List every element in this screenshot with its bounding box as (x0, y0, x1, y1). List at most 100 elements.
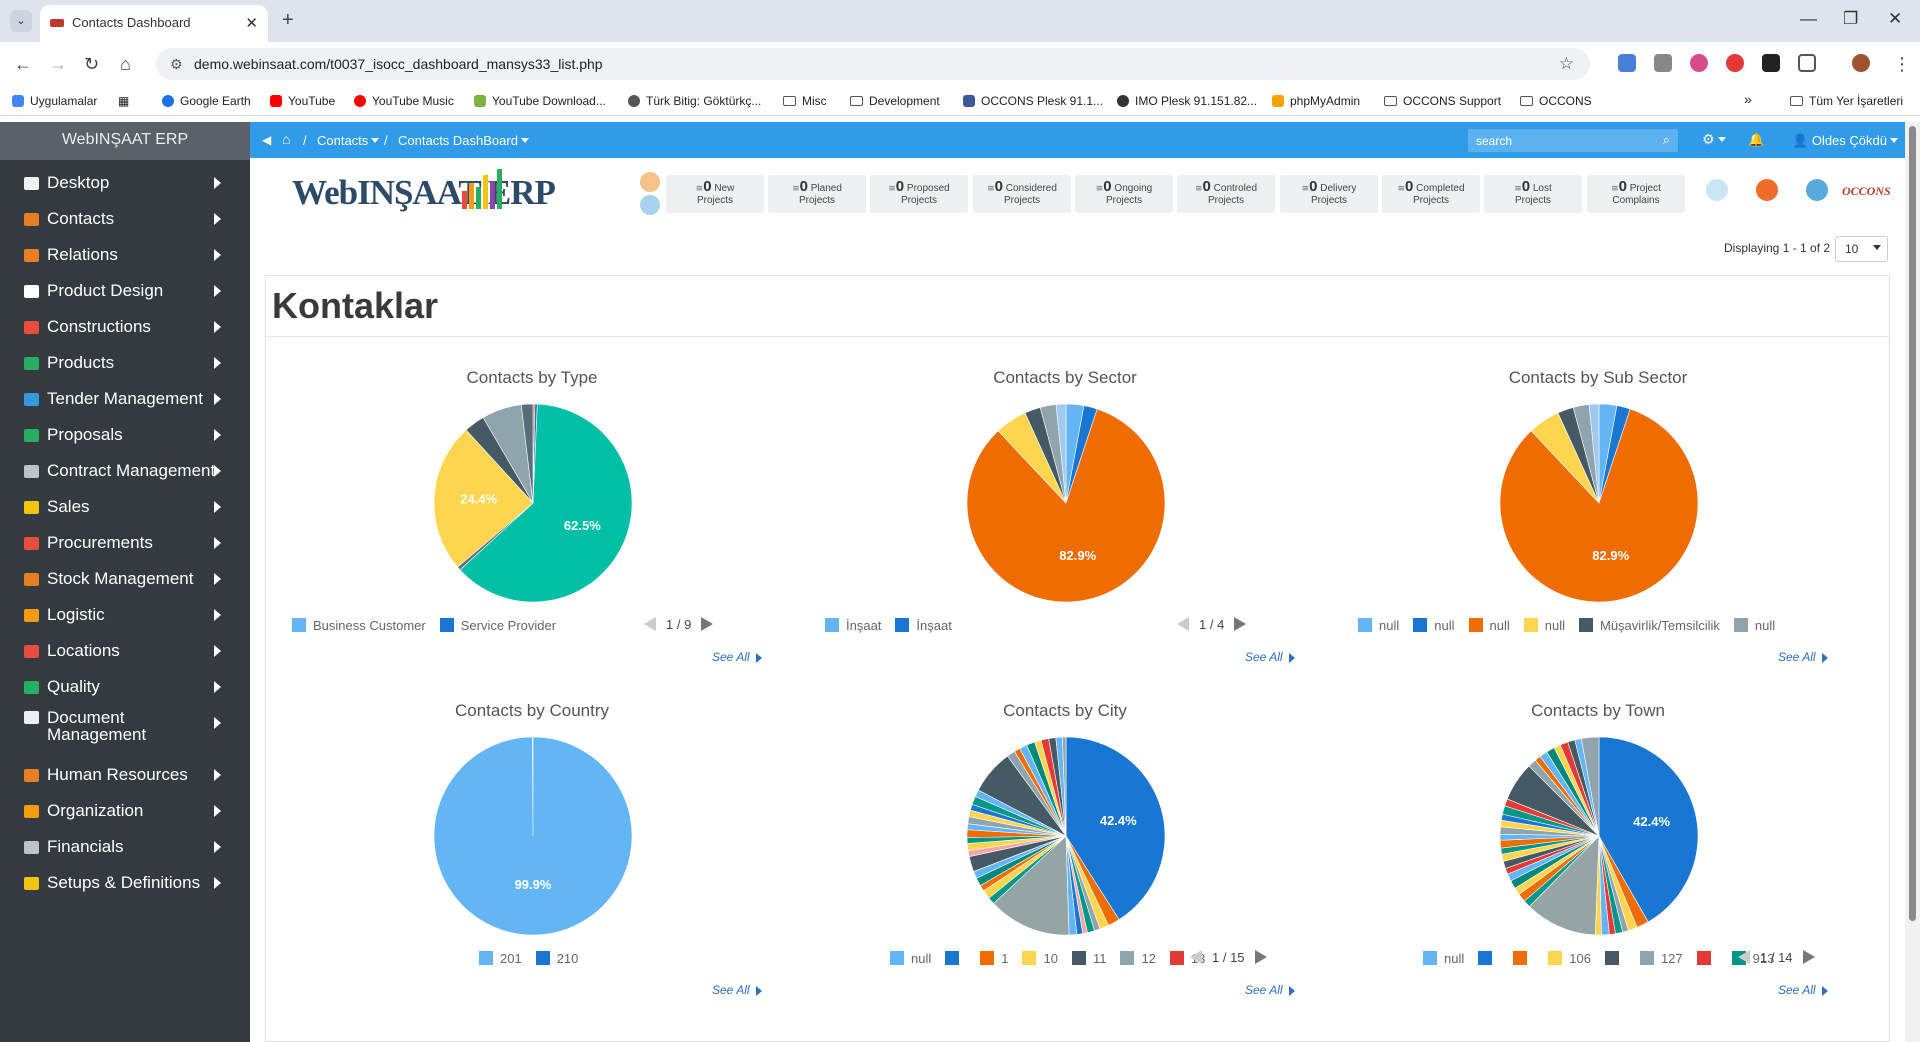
pie-chart[interactable]: 82.9% (1498, 402, 1700, 604)
help-icon[interactable] (1806, 179, 1828, 201)
record-extension-icon[interactable] (1726, 54, 1744, 72)
legend-item[interactable]: null (1413, 618, 1455, 633)
legend-item[interactable]: 106 (1548, 951, 1591, 966)
home-breadcrumb-icon[interactable]: ⌂ (282, 131, 291, 147)
legend-item[interactable]: 1 (980, 951, 1008, 966)
legend-item[interactable] (1696, 951, 1718, 966)
stat-controled-projects[interactable]: ≅0 Controled Projects (1177, 175, 1275, 213)
stat-ongoing-projects[interactable]: ≅0 Ongoing Projects (1075, 175, 1173, 213)
bookmark-youtube[interactable]: YouTube (270, 94, 335, 108)
legend-item[interactable]: 11 (1071, 951, 1106, 966)
pie-slice[interactable] (532, 736, 534, 837)
legend-item[interactable]: Service Provider (439, 618, 556, 633)
prev-page-icon[interactable] (1738, 950, 1750, 964)
page-scrollbar[interactable] (1905, 122, 1920, 1042)
browser-menu-icon[interactable]: ⋮ (1893, 54, 1911, 74)
stat-completed-projects[interactable]: ≅0 Completed Projects (1382, 175, 1480, 213)
reload-icon[interactable]: ↻ (84, 54, 100, 74)
pie-slice[interactable] (1055, 403, 1067, 504)
pie-slice[interactable] (1598, 736, 1699, 923)
legend-item[interactable]: 127 (1639, 951, 1683, 966)
pie-chart[interactable]: 99.9% (432, 735, 634, 937)
bookmarks-more[interactable]: » (1744, 91, 1752, 107)
sidebar-item-contacts[interactable]: Contacts (0, 201, 250, 237)
user-menu[interactable]: 👤 Oldes Çökdü (1792, 133, 1898, 149)
extensions-puzzle-icon[interactable] (1798, 54, 1816, 72)
sidebar-item-product-design[interactable]: Product Design (0, 273, 250, 309)
back-icon[interactable]: ← (14, 54, 32, 74)
legend-item[interactable]: null (1423, 951, 1464, 966)
sidebar-item-relations[interactable]: Relations (0, 237, 250, 273)
legend-item[interactable]: 12 (1120, 951, 1156, 966)
sidebar-brand[interactable]: WebINŞAAT ERP (0, 122, 250, 160)
info-status-icon[interactable] (640, 195, 660, 215)
bookmark-development[interactable]: Development (850, 94, 940, 108)
next-page-icon[interactable] (1254, 950, 1267, 964)
sidebar-item-quality[interactable]: Quality (0, 669, 250, 705)
url-field[interactable]: ⚙ demo.webinsaat.com/t0037_isocc_dashboa… (156, 48, 1590, 80)
sidebar-item-locations[interactable]: Locations (0, 633, 250, 669)
bookmark-phpmyadmin[interactable]: phpMyAdmin (1272, 94, 1360, 108)
recycle-extension-icon[interactable] (1654, 54, 1672, 72)
legend-item[interactable]: 210 (535, 951, 578, 966)
legend-item[interactable] (1513, 951, 1534, 966)
forward-icon[interactable]: → (49, 54, 67, 74)
stat-delivery-projects[interactable]: ≅0 Delivery Projects (1280, 175, 1378, 213)
search-icon[interactable]: ⌕ (1662, 132, 1670, 147)
pie-chart[interactable]: 82.9% (965, 402, 1167, 604)
see-all-link[interactable]: See All (1778, 650, 1828, 664)
notification-bell-icon[interactable]: 🔔 (1748, 132, 1765, 147)
search-input[interactable]: search ⌕ (1468, 129, 1678, 152)
pie-slice[interactable] (1065, 736, 1166, 921)
bookmark-misc[interactable]: Misc (783, 94, 827, 108)
pie-slice[interactable] (1588, 403, 1600, 504)
stat-planed-projects[interactable]: ≅0 Planed Projects (768, 175, 866, 213)
restore-icon[interactable]: ❐ (1843, 9, 1859, 28)
sidebar-item-organization[interactable]: Organization (0, 793, 250, 829)
bookmark-occons-plesk[interactable]: OCCONS Plesk 91.1... (963, 94, 1103, 108)
legend-item[interactable]: Müşavirlik/Temsilcilik (1579, 618, 1720, 633)
sidebar-item-human-resources[interactable]: Human Resources (0, 757, 250, 793)
settings-gear-icon[interactable]: ⚙ (1702, 131, 1726, 148)
sidebar-item-document-management[interactable]: Document Management (0, 705, 250, 757)
home-icon[interactable]: ⌂ (120, 54, 131, 74)
pie-slice[interactable] (1529, 835, 1600, 936)
site-info-icon[interactable]: ⚙ (170, 56, 183, 72)
see-all-link[interactable]: See All (712, 983, 762, 997)
next-page-icon[interactable] (701, 617, 714, 631)
legend-item[interactable]: null (1468, 618, 1510, 633)
translate-extension-icon[interactable] (1618, 54, 1636, 72)
stat-lost-projects[interactable]: ≅0 Lost Projects (1484, 175, 1582, 213)
sidebar-item-logistic[interactable]: Logistic (0, 597, 250, 633)
bookmark-youtube-download[interactable]: YouTube Download... (474, 94, 606, 108)
legend-item[interactable]: null (1523, 618, 1565, 633)
sidebar-item-tender-management[interactable]: Tender Management (0, 381, 250, 417)
sidebar-toggle-icon[interactable]: ◀ (262, 133, 272, 147)
sidebar-item-setups-definitions[interactable]: Setups & Definitions (0, 865, 250, 901)
legend-item[interactable]: Business Customer (292, 618, 426, 633)
pie-slice[interactable] (520, 403, 534, 504)
legend-item[interactable]: null (1733, 618, 1775, 633)
sidebar-item-procurements[interactable]: Procurements (0, 525, 250, 561)
w-extension-icon[interactable] (1762, 54, 1780, 72)
tab-groups-icon[interactable]: ▦ (118, 94, 130, 108)
see-all-link[interactable]: See All (712, 650, 762, 664)
legend-item[interactable]: 201 (479, 951, 522, 966)
pie-chart[interactable]: 42.4% (965, 735, 1167, 937)
all-bookmarks[interactable]: Tüm Yer İşaretleri (1790, 94, 1903, 108)
prev-page-icon[interactable] (644, 617, 656, 631)
sidebar-item-constructions[interactable]: Constructions (0, 309, 250, 345)
legend-item[interactable] (1604, 951, 1626, 966)
prev-page-icon[interactable] (1190, 950, 1202, 964)
sidebar-item-sales[interactable]: Sales (0, 489, 250, 525)
sidebar-item-stock-management[interactable]: Stock Management (0, 561, 250, 597)
sidebar-item-financials[interactable]: Financials (0, 829, 250, 865)
bookmark-occons[interactable]: OCCONS (1520, 94, 1592, 108)
see-all-link[interactable]: See All (1245, 983, 1295, 997)
breadcrumb-contacts[interactable]: Contacts (317, 133, 380, 148)
legend-item[interactable] (1478, 951, 1499, 966)
pie-chart[interactable]: 62.5% 24.4% (432, 402, 634, 604)
bookmark-apps[interactable]: Uygulamalar (12, 94, 97, 108)
legend-item[interactable]: 10 (1022, 951, 1058, 966)
sidebar-item-contract-management[interactable]: Contract Management (0, 453, 250, 489)
